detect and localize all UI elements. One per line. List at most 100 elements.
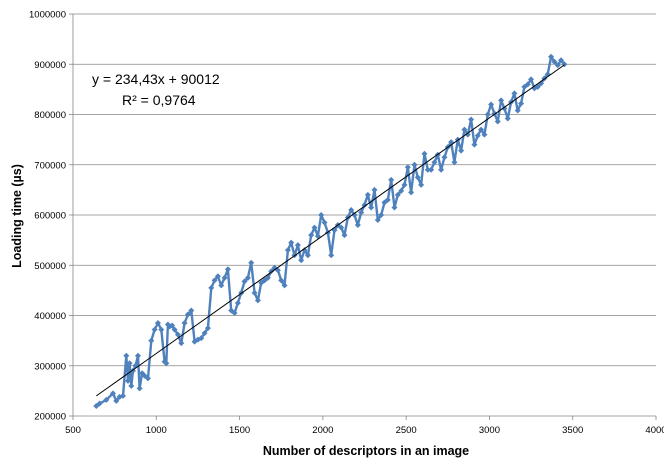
x-axis-title: Number of descriptors in an image bbox=[263, 444, 469, 458]
data-point bbox=[234, 299, 241, 306]
y-tick-label: 700000 bbox=[34, 160, 66, 171]
data-point bbox=[208, 284, 215, 291]
data-point bbox=[478, 126, 485, 133]
x-tick-label: 2000 bbox=[312, 425, 333, 436]
data-point bbox=[391, 204, 398, 211]
trendline bbox=[96, 64, 565, 397]
data-point bbox=[514, 107, 521, 114]
data-point bbox=[378, 212, 385, 218]
data-point bbox=[411, 161, 418, 168]
data-point bbox=[181, 320, 188, 327]
data-point bbox=[109, 390, 116, 397]
data-point bbox=[484, 111, 491, 118]
data-point bbox=[321, 219, 328, 226]
data-point bbox=[554, 62, 561, 69]
data-point bbox=[501, 105, 508, 112]
x-tick-label: 3000 bbox=[479, 425, 500, 436]
x-tick-label: 2500 bbox=[396, 425, 417, 436]
data-point bbox=[154, 320, 161, 327]
y-tick-label: 600000 bbox=[34, 211, 66, 222]
data-point bbox=[178, 340, 185, 347]
data-point bbox=[551, 58, 558, 65]
data-point bbox=[241, 278, 248, 285]
data-point bbox=[151, 326, 158, 333]
data-point bbox=[494, 118, 501, 125]
trendline-group bbox=[96, 64, 565, 397]
data-point bbox=[408, 189, 415, 196]
data-point bbox=[174, 331, 181, 338]
data-point bbox=[171, 326, 178, 333]
data-point bbox=[328, 252, 335, 259]
data-point bbox=[103, 396, 110, 403]
data-point bbox=[398, 187, 405, 194]
data-point bbox=[348, 206, 355, 213]
data-point bbox=[144, 375, 151, 382]
data-point bbox=[301, 247, 308, 254]
data-point bbox=[361, 201, 368, 208]
data-point bbox=[119, 392, 126, 399]
data-point bbox=[368, 204, 375, 211]
data-point bbox=[198, 335, 205, 342]
data-series bbox=[93, 53, 568, 409]
data-point bbox=[163, 360, 170, 367]
y-tick-label: 200000 bbox=[34, 412, 66, 423]
data-point bbox=[511, 90, 518, 97]
data-point bbox=[354, 222, 361, 229]
data-point bbox=[244, 274, 251, 281]
data-point bbox=[438, 166, 445, 173]
data-point bbox=[158, 326, 165, 333]
x-tick-label: 1000 bbox=[146, 425, 167, 436]
data-point bbox=[404, 164, 411, 171]
data-point bbox=[308, 232, 315, 239]
data-point bbox=[294, 242, 301, 249]
data-point bbox=[248, 259, 255, 266]
data-point bbox=[298, 257, 305, 264]
data-point bbox=[124, 377, 131, 384]
y-tick-label: 900000 bbox=[34, 60, 66, 71]
data-point bbox=[458, 147, 465, 154]
data-point bbox=[341, 232, 348, 239]
data-point bbox=[231, 309, 238, 316]
data-point bbox=[214, 273, 221, 280]
data-point bbox=[288, 239, 295, 246]
data-point bbox=[468, 116, 475, 123]
data-point bbox=[351, 212, 358, 218]
data-point bbox=[461, 126, 468, 133]
data-point bbox=[428, 166, 435, 173]
data-point bbox=[123, 352, 130, 359]
x-tick-label: 4000 bbox=[645, 425, 664, 436]
data-point bbox=[358, 209, 365, 216]
data-point bbox=[338, 224, 345, 231]
data-point bbox=[374, 217, 381, 224]
data-point bbox=[418, 181, 425, 188]
data-point bbox=[488, 101, 495, 108]
data-point bbox=[188, 307, 195, 314]
data-point bbox=[224, 266, 231, 273]
data-point bbox=[424, 166, 431, 173]
data-point bbox=[169, 322, 176, 329]
data-point bbox=[218, 282, 225, 289]
data-point bbox=[441, 154, 448, 161]
y-tick-labels: 200000 300000 400000 500000 600000 700000 8000… bbox=[29, 10, 66, 423]
trendline-r-squared: R² = 0,9764 bbox=[122, 92, 196, 108]
data-point bbox=[504, 115, 511, 122]
data-point bbox=[414, 174, 421, 181]
data-point bbox=[558, 57, 565, 64]
data-point bbox=[251, 289, 258, 296]
x-tick-label: 500 bbox=[65, 425, 81, 436]
y-tick-label: 500000 bbox=[34, 261, 66, 272]
data-point bbox=[221, 274, 228, 281]
data-point bbox=[184, 311, 191, 318]
data-point bbox=[518, 100, 525, 107]
data-point bbox=[548, 53, 555, 60]
data-point bbox=[126, 360, 133, 367]
data-point bbox=[471, 141, 478, 148]
y-tick-label: 300000 bbox=[34, 361, 66, 372]
data-point bbox=[451, 159, 458, 166]
data-point bbox=[528, 76, 535, 83]
x-tick-label: 3500 bbox=[562, 425, 583, 436]
trendline-equation: y = 234,43x + 90012 bbox=[92, 71, 220, 87]
data-point bbox=[211, 277, 218, 284]
data-point bbox=[281, 282, 288, 289]
data-point bbox=[113, 397, 120, 404]
